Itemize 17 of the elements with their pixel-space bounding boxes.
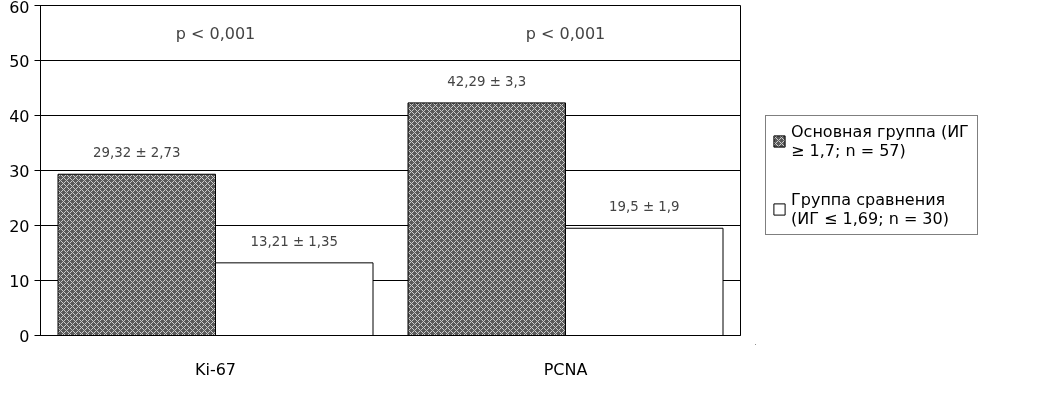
data-label: 13,21 ± 1,35 <box>250 233 338 249</box>
y-tick-label: 10 <box>9 271 30 291</box>
y-tick-label: 20 <box>9 216 30 236</box>
y-tick-label: 40 <box>9 106 30 126</box>
y-tick-label: 0 <box>19 326 30 346</box>
annotation: p < 0,001 <box>175 24 256 43</box>
x-tick-label: PCNA <box>543 359 588 379</box>
data-label: 42,29 ± 3,3 <box>447 73 527 89</box>
annotation: p < 0,001 <box>525 24 606 43</box>
legend-label: Группа сравнения (ИГ ≤ 1,69; n = 30) <box>791 189 950 228</box>
y-tick-label: 50 <box>9 51 30 71</box>
data-label: 19,5 ± 1,9 <box>608 199 680 215</box>
y-tick-label: 30 <box>9 161 30 181</box>
legend-label: Основная группа (ИГ ≥ 1,7; n = 57) <box>791 121 970 160</box>
data-label: 29,32 ± 2,73 <box>93 145 181 161</box>
y-tick-label: 60 <box>9 0 30 17</box>
x-tick-label: Ki-67 <box>194 359 237 379</box>
